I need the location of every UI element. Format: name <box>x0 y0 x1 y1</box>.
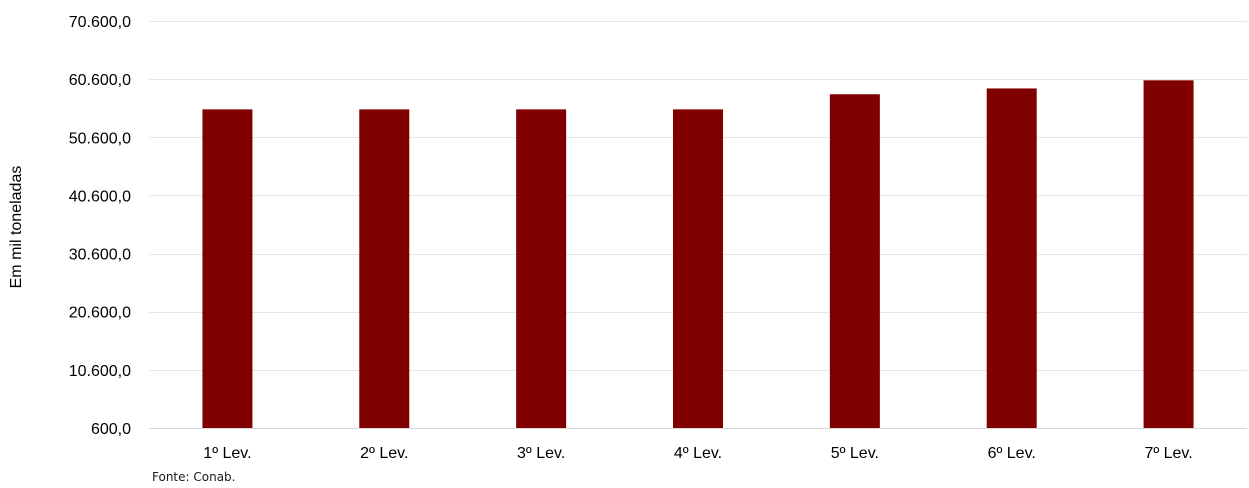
y-axis-tick-labels: 600,0 10.600,0 20.600,0 30.600,0 40.600,0 50.… <box>69 14 131 438</box>
bar <box>673 109 723 429</box>
x-tick-label: 2º Lev. <box>360 445 408 462</box>
y-tick-label: 50.600,0 <box>69 130 131 147</box>
bar <box>516 109 567 429</box>
bar <box>986 88 1037 429</box>
x-tick-label: 5º Lev. <box>831 445 879 462</box>
x-axis-tick-labels: 1º Lev. 2º Lev. 3º Lev. 4º Lev. 5º Lev. 6º Le… <box>203 445 1192 462</box>
y-tick-label: 60.600,0 <box>69 72 131 89</box>
y-tick-label: 10.600,0 <box>69 363 131 380</box>
bars <box>202 80 1194 429</box>
bar <box>359 109 410 429</box>
x-tick-label: 3º Lev. <box>517 445 565 462</box>
y-tick-label: 20.600,0 <box>69 305 131 322</box>
x-tick-label: 7º Lev. <box>1144 445 1192 462</box>
y-tick-label: 600,0 <box>91 421 131 438</box>
bar <box>829 94 880 428</box>
y-tick-label: 30.600,0 <box>69 247 131 264</box>
x-tick-label: 1º Lev. <box>203 445 251 462</box>
bar <box>1143 80 1194 428</box>
bar <box>202 109 253 429</box>
x-tick-label: 6º Lev. <box>988 445 1036 462</box>
source-note: Fonte: Conab. <box>152 470 236 484</box>
y-tick-label: 70.600,0 <box>69 14 131 31</box>
y-axis-title: Em mil toneladas <box>8 166 25 289</box>
x-tick-label: 4º Lev. <box>674 445 722 462</box>
y-tick-label: 40.600,0 <box>69 188 131 205</box>
